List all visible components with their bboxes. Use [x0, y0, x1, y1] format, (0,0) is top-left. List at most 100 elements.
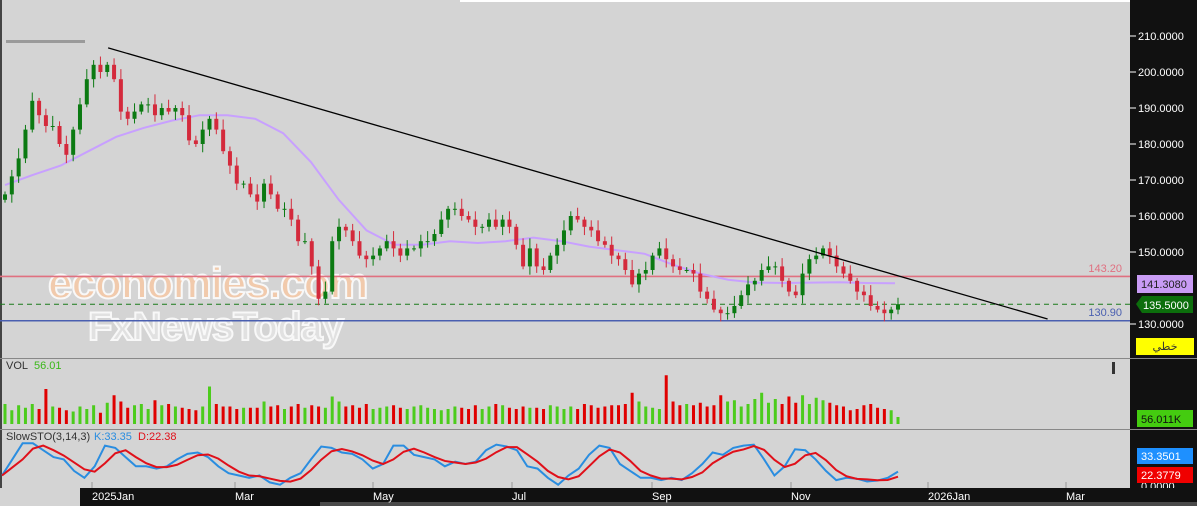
candle-body: [207, 118, 212, 130]
candle-down: [125, 106, 130, 126]
level-label-support: 130.90: [1088, 307, 1122, 319]
candle-up: [432, 229, 437, 246]
candle-up: [800, 263, 805, 304]
candle-body: [323, 291, 328, 299]
candle-body: [255, 194, 260, 202]
top-strip: [460, 0, 1130, 2]
volume-bar: [248, 407, 252, 424]
candle-up: [773, 261, 778, 275]
candle-body: [861, 291, 866, 296]
candle-down: [316, 259, 321, 306]
volume-bar: [51, 406, 55, 424]
volume-bar: [801, 395, 805, 424]
candle-up: [452, 202, 457, 216]
volume-bar: [344, 406, 348, 424]
volume-bar: [432, 409, 436, 424]
volume-bar: [385, 406, 389, 424]
candle-body: [718, 309, 723, 314]
volume-bar: [494, 404, 498, 424]
candle-up: [807, 254, 812, 281]
volume-bar: [10, 410, 14, 424]
candle-body: [364, 255, 369, 260]
volume-bar: [521, 406, 525, 424]
candle-body: [786, 280, 791, 292]
stochastic-k-label: K:33.35: [94, 431, 132, 443]
candle-body: [752, 280, 757, 285]
candle-body: [418, 241, 423, 249]
candle-up: [896, 297, 900, 315]
volume-bar: [841, 406, 845, 424]
trendline[interactable]: [107, 47, 1048, 320]
candle-up: [337, 218, 342, 250]
volume-bar: [194, 410, 198, 424]
candle-down: [112, 58, 117, 83]
volume-bar: [794, 402, 798, 424]
candle-up: [446, 205, 451, 228]
candle-body: [630, 270, 635, 285]
time-tick-label: May: [373, 491, 394, 503]
candle-up: [418, 234, 423, 257]
candle-up: [105, 61, 110, 77]
candle-body: [636, 273, 641, 285]
volume-bar: [160, 405, 164, 424]
volume-bar: [753, 399, 757, 424]
candle-up: [752, 277, 757, 291]
candle-body: [446, 208, 451, 220]
volume-bar: [357, 407, 361, 424]
time-tick-label: Nov: [791, 491, 811, 503]
line-type-badge[interactable]: [1136, 338, 1194, 355]
volume-bar: [555, 406, 559, 424]
volume-bar: [37, 409, 41, 424]
volume-bar: [296, 404, 300, 424]
candle-up: [30, 92, 35, 133]
volume-bar: [126, 407, 130, 424]
candle-body: [77, 104, 82, 130]
price-axis[interactable]: [1130, 0, 1197, 488]
volume-bar: [678, 405, 682, 424]
volume-bar: [637, 401, 641, 424]
volume-bar: [23, 407, 27, 424]
candle-body: [705, 291, 710, 299]
time-axis[interactable]: [80, 488, 1197, 506]
volume-bar: [317, 406, 321, 424]
volume-bar: [44, 389, 48, 424]
candle-body: [146, 104, 151, 106]
time-tick-label: Mar: [1066, 491, 1085, 503]
scroll-indicator[interactable]: [6, 40, 85, 43]
candle-down: [37, 97, 42, 124]
candle-body: [3, 194, 7, 200]
candle-body: [330, 241, 335, 292]
candle-down: [187, 105, 192, 146]
candle-body: [691, 270, 696, 274]
volume-bar: [780, 404, 784, 424]
volume-bar: [596, 407, 600, 424]
volume-bar: [392, 405, 396, 424]
volume-bar: [882, 409, 886, 424]
volume-bar: [705, 406, 709, 424]
volume-bar: [773, 399, 777, 424]
candle-body: [316, 266, 321, 299]
price-tick-label: 180.0000: [1138, 139, 1184, 151]
candle-body: [193, 140, 198, 144]
candle-up: [643, 261, 648, 281]
candle-up: [732, 295, 737, 318]
volume-bar: [64, 410, 68, 424]
candle-up: [91, 60, 96, 88]
volume-bar: [112, 395, 116, 424]
candle-up: [377, 245, 382, 261]
candle-body: [711, 298, 716, 310]
stochastic-d-badge: [1137, 467, 1193, 483]
candle-body: [275, 194, 280, 209]
time-scrollbar[interactable]: [320, 502, 1197, 506]
candle-body: [773, 266, 778, 268]
candle-down: [118, 69, 123, 120]
candle-up: [71, 126, 76, 162]
candle-body: [486, 219, 491, 227]
candle-body: [602, 241, 607, 245]
candle-body: [684, 270, 689, 271]
last-price-value: 135.5000: [1143, 300, 1189, 312]
candle-down: [630, 259, 635, 288]
volume-bar: [337, 401, 341, 424]
candle-up: [3, 191, 7, 203]
